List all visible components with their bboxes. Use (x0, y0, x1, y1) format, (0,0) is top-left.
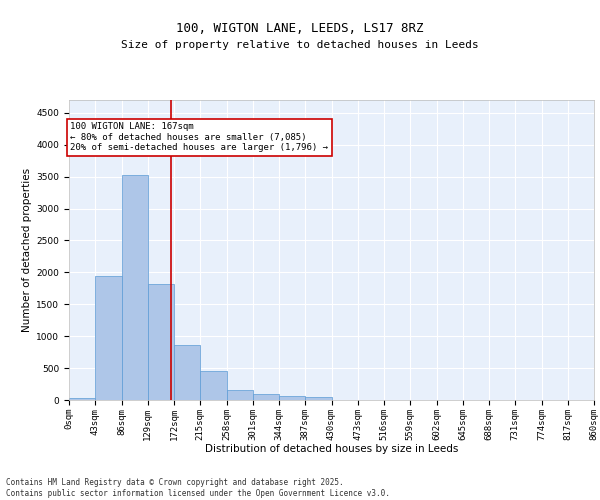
Bar (121, 176, 148, 400)
Text: Size of property relative to detached houses in Leeds: Size of property relative to detached ho… (121, 40, 479, 50)
Bar (95, 276, 121, 400)
Bar (200, 372, 227, 400)
Bar (69, 398, 95, 400)
Text: Contains HM Land Registry data © Crown copyright and database right 2025.
Contai: Contains HM Land Registry data © Crown c… (6, 478, 390, 498)
Bar (305, 397, 331, 400)
Bar (148, 284, 174, 400)
Bar (279, 396, 305, 400)
X-axis label: Distribution of detached houses by size in Leeds: Distribution of detached houses by size … (205, 444, 458, 454)
Y-axis label: Number of detached properties: Number of detached properties (22, 168, 32, 332)
Bar (253, 394, 279, 400)
Bar (174, 345, 200, 400)
Bar (227, 390, 253, 400)
Text: 100 WIGTON LANE: 167sqm
← 80% of detached houses are smaller (7,085)
20% of semi: 100 WIGTON LANE: 167sqm ← 80% of detache… (70, 122, 328, 152)
Text: 100, WIGTON LANE, LEEDS, LS17 8RZ: 100, WIGTON LANE, LEEDS, LS17 8RZ (176, 22, 424, 36)
